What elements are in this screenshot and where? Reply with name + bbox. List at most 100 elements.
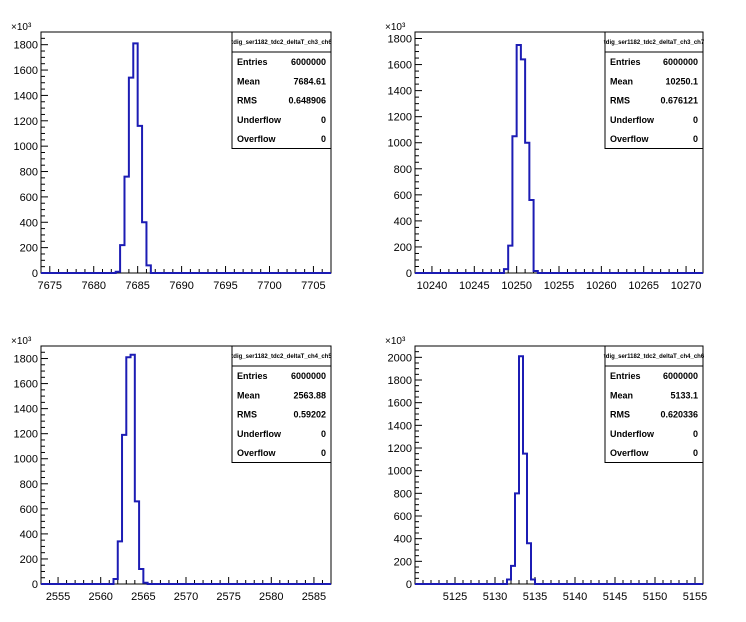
stats-label: Mean [610, 76, 633, 86]
histogram-title: tdig_ser1182_tdc2_deltaT_ch4_ch6 [604, 354, 705, 360]
x-tick-label: 7705 [301, 280, 325, 292]
stats-value: 7684.61 [293, 76, 326, 86]
stats-label: Entries [610, 57, 641, 67]
stats-value: 6000000 [663, 57, 698, 67]
y-tick-label: 1800 [388, 375, 412, 387]
x-tick-label: 10260 [586, 280, 617, 292]
y-tick-label: 400 [20, 217, 38, 229]
stats-label: Overflow [237, 448, 277, 458]
y-tick-label: 600 [20, 192, 38, 204]
stats-value: 6000000 [291, 371, 326, 381]
stats-value: 6000000 [663, 371, 698, 381]
stats-value: 0.676121 [660, 96, 698, 106]
y-tick-label: 1400 [14, 90, 38, 102]
y-tick-label: 1200 [388, 443, 412, 455]
y-tick-label: 800 [20, 167, 38, 179]
y-tick-label: 600 [394, 511, 412, 523]
y-tick-label: 1000 [388, 138, 412, 150]
y-multiplier-label: ×10³ [385, 336, 406, 347]
y-tick-label: 200 [20, 554, 38, 566]
y-tick-label: 1200 [14, 116, 38, 128]
stats-label: RMS [237, 96, 257, 106]
stats-value: 0.648906 [288, 96, 326, 106]
x-tick-label: 5125 [443, 591, 467, 603]
y-tick-label: 1200 [388, 112, 412, 124]
y-tick-label: 1600 [14, 65, 38, 77]
y-tick-label: 400 [20, 529, 38, 541]
y-tick-label: 1800 [14, 354, 38, 366]
stats-value: 0 [321, 134, 326, 144]
stats-label: Overflow [237, 134, 277, 144]
x-tick-label: 5130 [483, 591, 507, 603]
y-tick-label: 800 [394, 488, 412, 500]
x-tick-label: 7700 [257, 280, 281, 292]
stats-value: 0 [321, 115, 326, 125]
histogram-series [415, 44, 703, 274]
stats-label: Entries [610, 371, 641, 381]
histogram-series [41, 42, 331, 274]
stats-label: Overflow [610, 448, 650, 458]
y-tick-label: 1400 [14, 404, 38, 416]
stats-box [231, 345, 332, 463]
y-tick-label: 600 [394, 190, 412, 202]
stats-box [604, 31, 704, 149]
y-tick-label: 1800 [388, 34, 412, 46]
histogram-panel-2: 10240 10245 10250 10255 10260 10265 10270 0 200 4… [385, 22, 705, 292]
y-tick-label: 800 [394, 164, 412, 176]
stats-label: Entries [237, 57, 268, 67]
y-tick-label: 0 [32, 268, 38, 280]
x-tick-label: 5155 [683, 591, 707, 603]
stats-value: 0.620336 [660, 410, 698, 420]
y-tick-label: 200 [394, 556, 412, 568]
stats-box [604, 345, 704, 463]
x-tick-label: 7675 [38, 280, 62, 292]
stats-label: RMS [610, 410, 630, 420]
y-tick-label: 1600 [14, 379, 38, 391]
y-tick-label: 0 [32, 579, 38, 591]
stats-label: Overflow [610, 134, 650, 144]
stats-value: 2563.88 [293, 390, 326, 400]
stats-label: Mean [237, 76, 260, 86]
x-tick-label: 10240 [417, 280, 448, 292]
y-tick-label: 2000 [388, 352, 412, 364]
stats-label: Mean [610, 390, 633, 400]
x-tick-label: 2565 [131, 591, 155, 603]
stats-label: Mean [237, 390, 260, 400]
stats-label: RMS [610, 96, 630, 106]
x-tick-label: 2560 [88, 591, 112, 603]
x-tick-label: 5145 [603, 591, 627, 603]
histogram-series [41, 353, 331, 585]
histogram-series [415, 355, 703, 585]
x-tick-label: 10250 [501, 280, 532, 292]
y-tick-label: 200 [394, 242, 412, 254]
y-tick-label: 1400 [388, 420, 412, 432]
x-tick-label: 10255 [544, 280, 575, 292]
stats-value: 0 [321, 429, 326, 439]
x-tick-label: 5150 [643, 591, 667, 603]
y-tick-label: 0 [406, 268, 412, 280]
x-tick-label: 5140 [563, 591, 587, 603]
y-tick-label: 400 [394, 216, 412, 228]
x-tick-label: 2585 [302, 591, 326, 603]
stats-label: Underflow [610, 115, 655, 125]
stats-label: Entries [237, 371, 268, 381]
stats-value: 0 [321, 448, 326, 458]
stats-value: 0.59202 [293, 410, 326, 420]
y-tick-label: 1000 [388, 466, 412, 478]
x-tick-label: 5135 [523, 591, 547, 603]
histogram-panel-3: 2555 2560 2565 2570 2575 2580 2585 0 200 400 600 80… [11, 336, 332, 603]
y-multiplier-label: ×10³ [11, 22, 32, 33]
stats-value: 0 [693, 448, 698, 458]
x-tick-label: 7690 [169, 280, 193, 292]
y-tick-label: 1600 [388, 60, 412, 72]
x-tick-label: 10270 [671, 280, 702, 292]
y-tick-label: 1000 [14, 141, 38, 153]
stats-label: RMS [237, 410, 257, 420]
histogram-title: tdig_ser1182_tdc2_deltaT_ch4_ch5 [231, 354, 332, 360]
x-tick-label: 2580 [259, 591, 283, 603]
histogram-panel-4: 5125 5130 5135 5140 5145 5150 5155 0 200 400 600 80… [385, 336, 707, 603]
histogram-title: tdig_ser1182_tdc2_deltaT_ch3_ch7 [604, 40, 705, 46]
stats-label: Underflow [237, 115, 282, 125]
y-tick-label: 800 [20, 479, 38, 491]
